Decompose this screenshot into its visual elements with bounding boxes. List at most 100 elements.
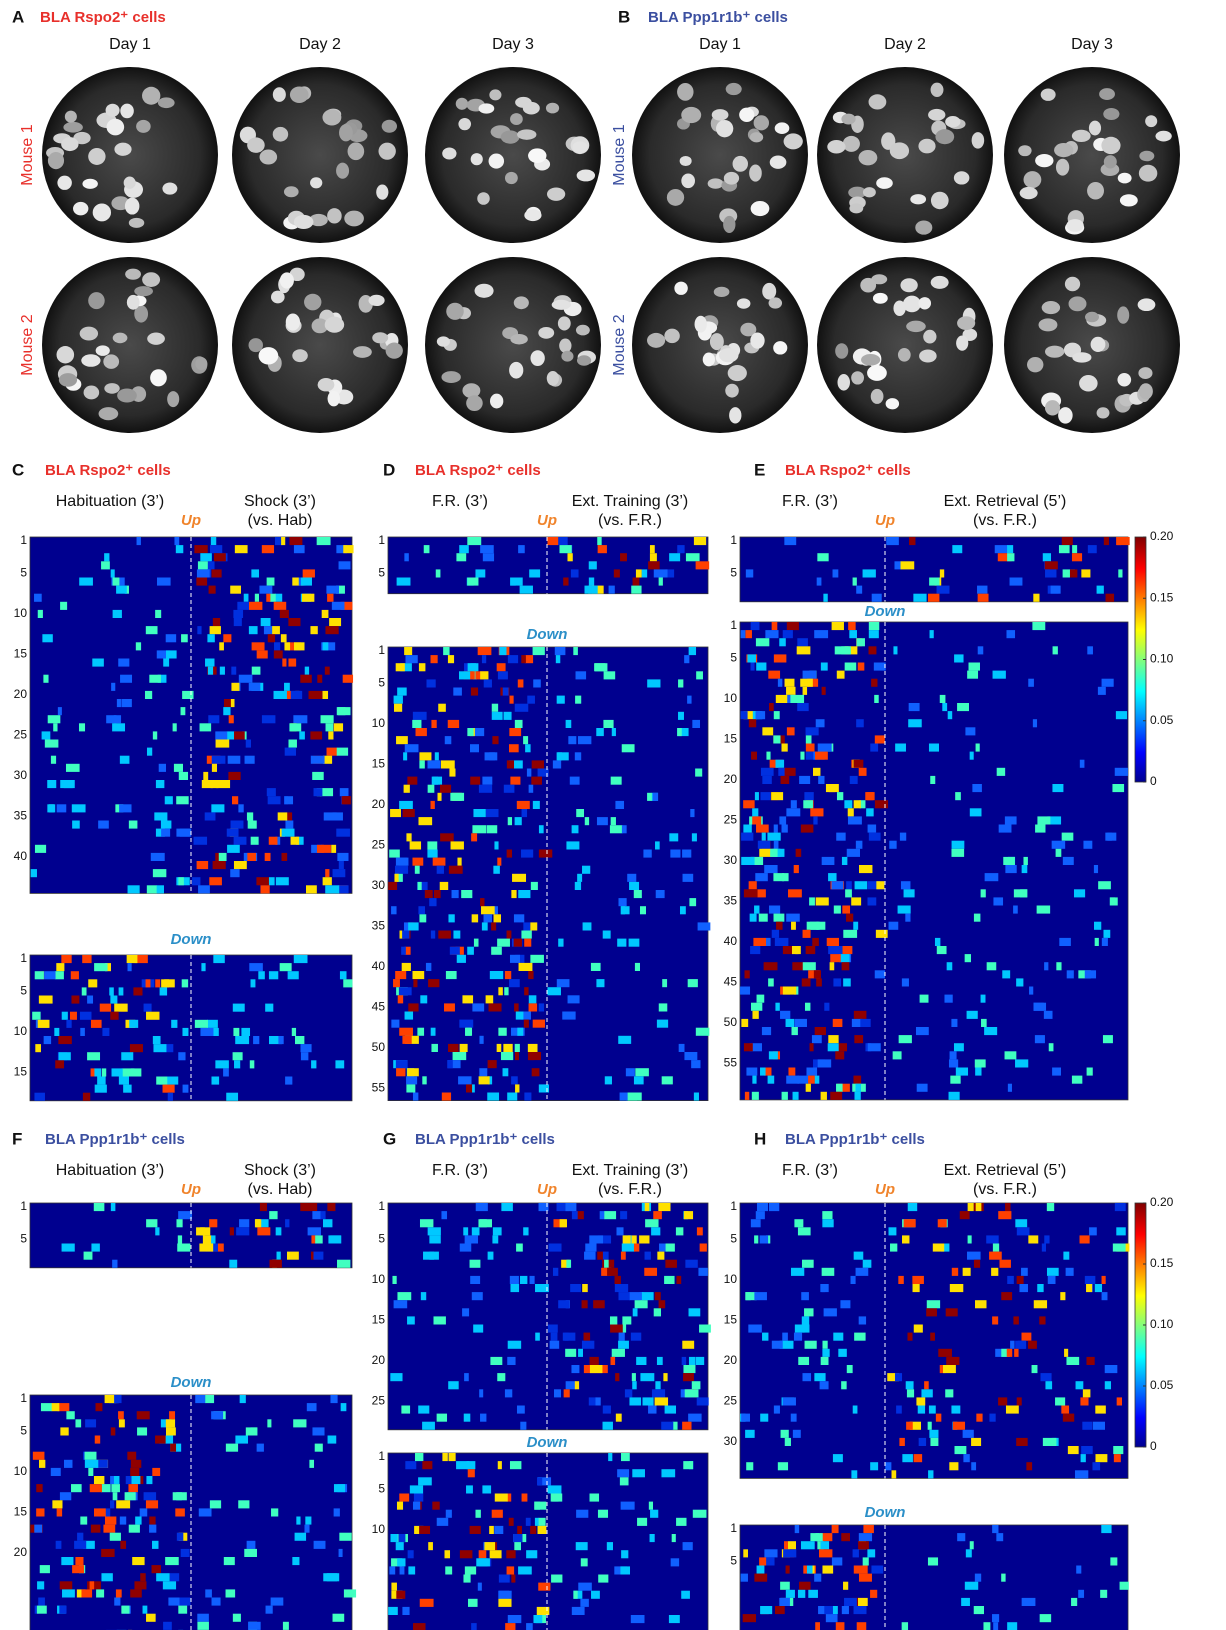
heatmap-texture	[339, 885, 349, 893]
heatmap-texture	[853, 1076, 861, 1084]
heatmap-texture	[52, 1403, 60, 1411]
heatmap-texture	[651, 1227, 660, 1235]
heatmap-texture	[301, 578, 312, 586]
heatmap-texture	[556, 655, 560, 663]
heatmap-texture	[396, 1542, 404, 1550]
day-label: Day 2	[884, 36, 926, 53]
cell-body	[954, 171, 970, 184]
heatmap-texture	[197, 569, 210, 577]
heatmap-texture	[207, 1020, 218, 1028]
heatmap-texture	[111, 1203, 116, 1211]
heatmap-texture	[244, 594, 249, 602]
heatmap-texture	[497, 663, 506, 671]
heatmap-texture	[633, 578, 640, 586]
heatmap-texture	[333, 869, 346, 877]
cell-body	[88, 292, 105, 309]
heatmap-texture	[340, 788, 349, 796]
heatmap-texture	[760, 1414, 768, 1422]
cell-body	[1118, 173, 1132, 184]
heatmap-texture	[551, 1575, 562, 1583]
heatmap-texture	[695, 769, 702, 777]
heatmap-texture	[55, 971, 64, 979]
heatmap-texture	[449, 769, 455, 777]
heatmap-texture	[904, 1219, 916, 1227]
heatmap-texture	[783, 946, 793, 954]
heatmap-texture	[433, 1316, 445, 1324]
heatmap-texture	[589, 1357, 598, 1365]
heatmap-texture	[474, 728, 484, 736]
heatmap-texture	[824, 1308, 837, 1316]
heatmap-texture	[778, 1462, 788, 1470]
row-tick-label: 10	[724, 1272, 738, 1286]
heatmap-texture	[750, 914, 757, 922]
heatmap-texture	[754, 1235, 758, 1243]
heatmap-texture	[200, 723, 212, 731]
heatmap-texture	[795, 1019, 807, 1027]
heatmap-texture	[478, 1219, 486, 1227]
heatmap-texture	[234, 861, 247, 869]
heatmap-texture	[418, 882, 422, 890]
heatmap-texture	[75, 1419, 81, 1427]
heatmap-texture	[212, 756, 226, 764]
heatmap-texture	[34, 594, 42, 602]
heatmap-texture	[874, 663, 886, 671]
heatmap-texture	[791, 800, 797, 808]
heatmap-texture	[1045, 569, 1056, 577]
heatmap-texture	[598, 1510, 608, 1518]
heatmap-texture	[262, 715, 276, 723]
heatmap-texture	[867, 792, 875, 800]
heatmap-texture	[610, 1316, 617, 1324]
heatmap-texture	[408, 1566, 415, 1574]
heatmap-texture	[416, 728, 427, 736]
heatmap-texture	[635, 963, 640, 971]
heatmap-texture	[181, 707, 186, 715]
heatmap-texture	[113, 1492, 118, 1500]
heatmap-texture	[285, 1077, 292, 1085]
heatmap-texture	[775, 938, 789, 946]
heatmap-texture	[791, 1027, 797, 1035]
heatmap-texture	[161, 821, 171, 829]
heatmap-texture	[976, 744, 980, 752]
heatmap-texture	[886, 537, 899, 545]
heatmap-texture	[459, 671, 470, 679]
heatmap-texture	[271, 1598, 284, 1606]
cell-body	[728, 365, 747, 381]
heatmap-texture	[977, 586, 987, 594]
cell-body	[294, 215, 314, 229]
heatmap-texture	[867, 897, 876, 905]
heatmap-texture	[223, 1068, 229, 1076]
row-tick-label: 25	[14, 728, 28, 742]
heatmap-texture	[596, 728, 604, 736]
heatmap-texture	[1010, 1341, 1014, 1349]
heatmap-texture	[1097, 586, 1104, 594]
heatmap-texture	[269, 1211, 277, 1219]
heatmap-texture	[453, 1052, 467, 1060]
heatmap-texture	[1028, 1235, 1038, 1243]
heatmap-texture	[764, 962, 778, 970]
heatmap-texture	[1068, 1446, 1079, 1454]
cell-body	[510, 334, 527, 344]
heatmap-texture	[300, 675, 311, 683]
heatmap-texture	[314, 788, 323, 796]
heatmap-texture	[853, 578, 857, 586]
colorbar-tick-label: 0.05	[1150, 1378, 1174, 1392]
condition-label: Ext. Training (3’)	[572, 493, 688, 510]
heatmap-texture	[291, 837, 300, 845]
heatmap-texture	[743, 800, 754, 808]
heatmap-texture	[565, 1203, 576, 1211]
day-label: Day 3	[1071, 36, 1113, 53]
heatmap-texture	[1085, 970, 1096, 978]
heatmap-texture	[479, 1558, 488, 1566]
heatmap-texture	[806, 946, 816, 954]
heatmap-texture	[1062, 833, 1074, 841]
heatmap-texture	[516, 1244, 523, 1252]
heatmap-texture	[945, 1389, 953, 1397]
heatmap-texture	[399, 801, 413, 809]
heatmap-texture	[101, 1549, 114, 1557]
heatmap-texture	[1080, 1397, 1088, 1405]
cell-body	[1027, 357, 1043, 372]
heatmap-texture	[1001, 1574, 1005, 1582]
cell-body	[510, 113, 523, 125]
heatmap-texture	[898, 1276, 903, 1284]
heatmap-texture	[178, 1052, 185, 1060]
